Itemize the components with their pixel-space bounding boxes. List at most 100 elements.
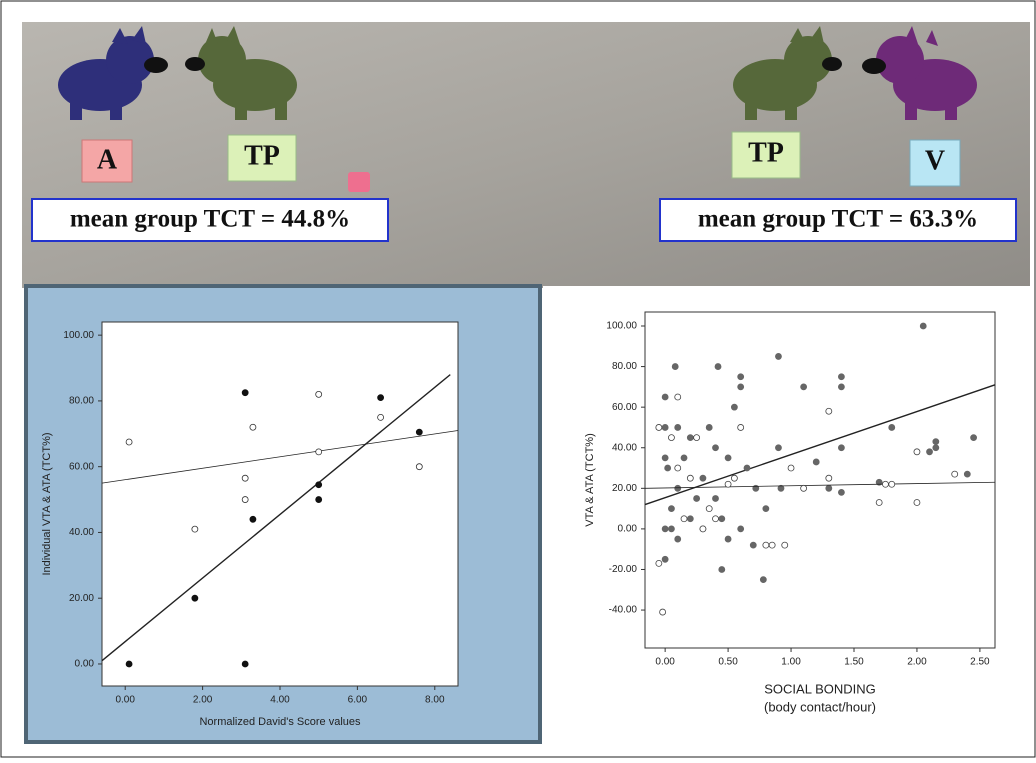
- data-point: [686, 434, 694, 441]
- data-point: [888, 480, 896, 488]
- data-point: [315, 390, 323, 398]
- data-point: [315, 448, 323, 456]
- data-point: [932, 438, 940, 446]
- data-point: [671, 363, 679, 370]
- data-point: [674, 424, 682, 431]
- data-point: [759, 576, 767, 584]
- data-point: [693, 495, 701, 502]
- data-point: [415, 463, 423, 471]
- data-point: [680, 454, 688, 462]
- wolf-green: [185, 26, 297, 120]
- data-point: [838, 488, 845, 496]
- data-point: [838, 383, 845, 391]
- data-point: [699, 525, 707, 533]
- data-point: [668, 434, 675, 441]
- data-point: [241, 496, 249, 503]
- y-tick-label: 60.00: [69, 461, 94, 472]
- trend-line: [101, 430, 459, 484]
- data-point: [838, 373, 845, 381]
- data-point: [315, 481, 323, 489]
- y-tick-label: 100.00: [63, 330, 94, 341]
- role-label: TP: [244, 140, 280, 171]
- data-point: [913, 499, 921, 506]
- plot-area: [101, 321, 459, 687]
- trend-line: [644, 384, 996, 506]
- label-box: [909, 139, 961, 187]
- data-point: [661, 454, 669, 462]
- data-point: [838, 444, 845, 452]
- data-point: [377, 394, 385, 402]
- data-point: [125, 660, 133, 668]
- data-point: [718, 566, 726, 573]
- data-point: [970, 434, 977, 441]
- x-tick-label: 2.00: [907, 657, 927, 668]
- data-point: [875, 499, 883, 506]
- data-point: [415, 428, 423, 436]
- data-point: [712, 495, 719, 502]
- data-point: [825, 484, 833, 492]
- data-point: [724, 454, 732, 462]
- data-point: [659, 608, 667, 616]
- data-point: [680, 515, 688, 523]
- data-point: [812, 458, 820, 466]
- y-tick-label: 40.00: [69, 527, 94, 538]
- data-point: [661, 393, 669, 401]
- data-point: [377, 413, 385, 421]
- x-tick-label: 0.00: [115, 695, 135, 706]
- comment-icon[interactable]: [348, 172, 370, 192]
- data-point: [825, 407, 833, 415]
- x-tick-label: 2.00: [193, 695, 213, 706]
- role-label: V: [925, 145, 945, 176]
- data-point: [800, 484, 808, 492]
- data-point: [737, 525, 745, 533]
- data-point: [775, 444, 782, 452]
- label-box: [731, 131, 801, 179]
- data-point: [775, 353, 782, 360]
- data-point: [705, 505, 713, 513]
- data-point: [315, 496, 323, 503]
- data-point: [249, 423, 257, 431]
- data-point: [913, 448, 921, 456]
- trend-line: [101, 374, 451, 662]
- data-point: [674, 484, 682, 492]
- data-point: [825, 474, 833, 482]
- x-tick-label: 0.00: [655, 657, 675, 668]
- x-tick-label: 1.00: [781, 657, 801, 668]
- role-label: A: [97, 144, 118, 175]
- data-point: [951, 470, 959, 478]
- data-point: [875, 478, 883, 486]
- data-point: [241, 389, 249, 397]
- data-point: [724, 535, 732, 543]
- data-point: [749, 541, 757, 549]
- data-point: [686, 515, 694, 523]
- y-tick-label: 80.00: [69, 396, 94, 407]
- data-point: [668, 505, 675, 513]
- data-point: [781, 541, 789, 549]
- x-tick-label: 4.00: [270, 695, 290, 706]
- y-tick-label: 20.00: [69, 593, 94, 604]
- wolf-green: [733, 26, 842, 120]
- role-label: TP: [748, 137, 784, 168]
- data-point: [932, 444, 940, 452]
- data-point: [718, 515, 726, 523]
- caption: mean group TCT = 44.8%: [70, 206, 350, 233]
- data-point: [705, 424, 713, 431]
- caption-box: [659, 198, 1017, 242]
- y-tick-label: -40.00: [609, 605, 638, 616]
- x-tick-label: 8.00: [425, 695, 445, 706]
- data-point: [752, 484, 760, 492]
- y-tick-label: 40.00: [612, 442, 637, 453]
- data-point: [737, 373, 745, 381]
- data-point: [661, 424, 669, 431]
- data-point: [664, 464, 672, 472]
- data-point: [724, 480, 732, 488]
- wolf-purple: [862, 26, 977, 120]
- data-point: [800, 383, 808, 391]
- label-box: [81, 139, 133, 183]
- y-tick-label: 60.00: [612, 402, 637, 413]
- data-point: [674, 535, 682, 543]
- data-point: [919, 322, 927, 330]
- trend-line: [644, 481, 996, 489]
- data-point: [712, 444, 719, 452]
- wolf-blue: [58, 26, 168, 120]
